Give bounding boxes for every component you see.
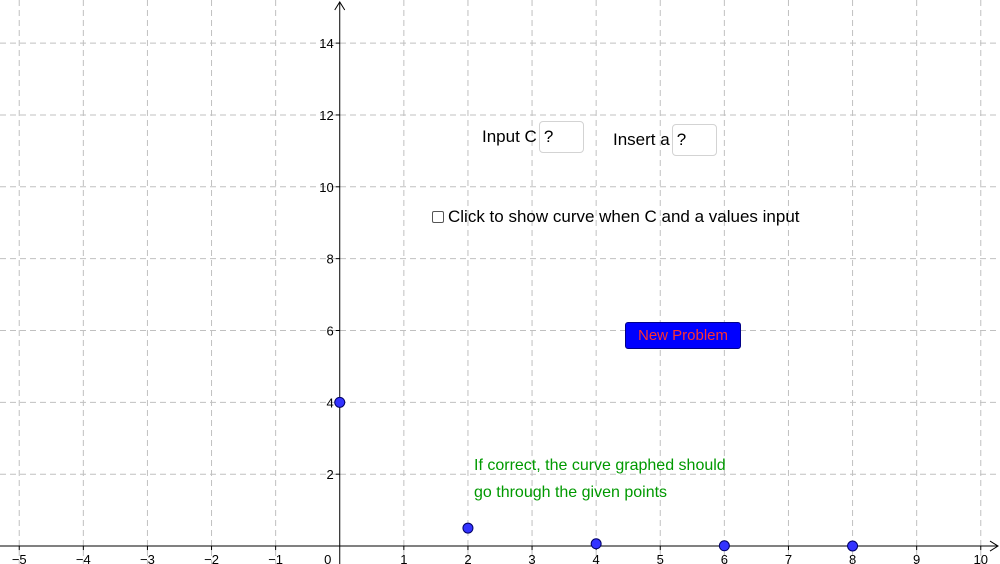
- y-axis-arrow-icon: [334, 1, 346, 11]
- hint-line-2: go through the given points: [474, 484, 668, 501]
- input-c-field[interactable]: [538, 121, 584, 153]
- x-tick-label: 7: [785, 552, 792, 564]
- x-tick-label: −1: [268, 552, 283, 564]
- given-points: [334, 396, 859, 552]
- given-point[interactable]: [590, 538, 602, 550]
- x-axis-arrow-icon: [989, 540, 999, 552]
- given-point[interactable]: [334, 396, 346, 408]
- given-point[interactable]: [847, 540, 859, 552]
- y-tick-label: 4: [327, 395, 334, 410]
- input-c-group: Input C: [482, 121, 584, 153]
- x-tick-label: 5: [657, 552, 664, 564]
- x-tick-label: 2: [464, 552, 471, 564]
- x-tick-label: 8: [849, 552, 856, 564]
- x-tick-label: 10: [974, 552, 988, 564]
- input-a-label: Insert a: [613, 130, 670, 149]
- y-tick-label: 10: [319, 180, 333, 195]
- new-problem-button[interactable]: New Problem: [625, 322, 741, 349]
- input-a-group: Insert a: [613, 124, 717, 156]
- input-c-label: Input C: [482, 127, 537, 146]
- x-tick-label: 0: [324, 552, 331, 564]
- show-curve-label: Click to show curve when C and a values …: [448, 207, 800, 226]
- x-tick-label: 3: [528, 552, 535, 564]
- y-tick-label: 14: [319, 36, 333, 51]
- y-tick-label: 8: [327, 252, 334, 267]
- show-curve-toggle[interactable]: Click to show curve when C and a values …: [432, 207, 800, 227]
- input-a-field[interactable]: [671, 124, 717, 156]
- hint-line-1: If correct, the curve graphed should: [474, 457, 726, 474]
- given-point[interactable]: [462, 522, 474, 534]
- x-tick-label: −4: [76, 552, 91, 564]
- y-tick-label: 6: [327, 323, 334, 338]
- x-tick-label: −2: [204, 552, 219, 564]
- x-tick-label: 9: [913, 552, 920, 564]
- x-tick-label: 6: [721, 552, 728, 564]
- y-tick-label: 2: [327, 467, 334, 482]
- hint-text: If correct, the curve graphed should go …: [474, 452, 726, 506]
- x-tick-label: 4: [593, 552, 600, 564]
- show-curve-checkbox[interactable]: [432, 211, 444, 223]
- x-tick-label: −3: [140, 552, 155, 564]
- x-tick-label: −5: [12, 552, 27, 564]
- given-point[interactable]: [718, 540, 730, 552]
- x-tick-labels: −5 −4 −3 −2 −1 0 1 2 3 4 5 6 7 8 9 10: [12, 552, 988, 564]
- x-tick-label: 1: [400, 552, 407, 564]
- y-tick-labels: 2 4 6 8 10 12 14: [319, 36, 333, 482]
- y-tick-label: 12: [319, 108, 333, 123]
